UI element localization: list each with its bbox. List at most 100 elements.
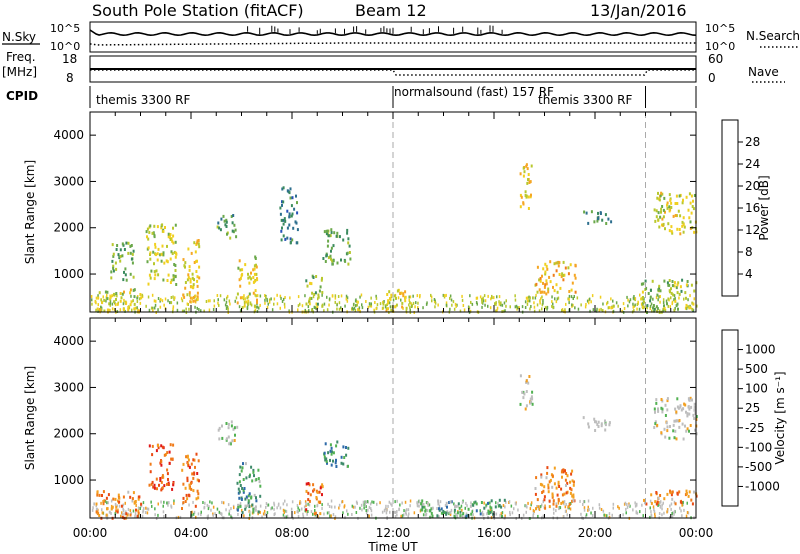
- scatter-cell: [469, 309, 472, 313]
- scatter-cell: [345, 446, 347, 449]
- scatter-cell: [112, 252, 115, 256]
- scatter-cell: [224, 223, 227, 227]
- scatter-cell: [460, 504, 463, 508]
- scatter-cell: [686, 511, 689, 514]
- scatter-cell: [481, 297, 483, 301]
- scatter-cell: [153, 233, 156, 237]
- scatter-cell: [552, 273, 555, 277]
- scatter-cell: [189, 481, 192, 485]
- scatter-cell: [666, 302, 668, 306]
- scatter-cell: [103, 309, 106, 313]
- scatter-cell: [297, 304, 300, 308]
- scatter-cell: [682, 437, 685, 441]
- scatter-cell: [572, 499, 575, 502]
- scatter-cell: [174, 275, 177, 279]
- scatter-cell: [162, 253, 165, 257]
- scatter-cell: [105, 299, 107, 303]
- scatter-cell: [222, 214, 225, 218]
- scatter-cell: [672, 423, 675, 427]
- scatter-cell: [585, 513, 588, 517]
- scatter-cell: [567, 297, 569, 301]
- scatter-cell: [282, 502, 285, 506]
- scatter-cell: [129, 291, 132, 295]
- scatter-cell: [421, 501, 423, 505]
- scatter-cell: [330, 514, 332, 518]
- scatter-cell: [668, 436, 671, 440]
- freq-tick-high: 18: [62, 52, 77, 66]
- scatter-cell: [430, 295, 433, 299]
- nave-label: Nave: [748, 65, 779, 79]
- scatter-cell: [326, 295, 328, 299]
- scatter-cell: [181, 309, 184, 313]
- scatter-cell: [307, 498, 310, 502]
- scatter-cell: [676, 302, 679, 306]
- scatter-cell: [217, 301, 219, 305]
- scatter-cell: [370, 507, 372, 511]
- scatter-cell: [212, 505, 215, 509]
- scatter-cell: [615, 301, 618, 305]
- scatter-cell: [185, 493, 188, 497]
- scatter-cell: [373, 308, 375, 312]
- scatter-cell: [318, 289, 321, 293]
- scatter-cell: [656, 500, 659, 504]
- scatter-cell: [461, 500, 464, 504]
- scatter-cell: [571, 499, 574, 503]
- x-tick-label: 00:00: [73, 526, 108, 540]
- scatter-cell: [375, 307, 377, 311]
- scatter-cell: [588, 301, 590, 305]
- scatter-cell: [678, 292, 681, 296]
- scatter-cell: [166, 244, 168, 248]
- cpid-panel: CPID themis 3300 RF normalsound (fast) 1…: [6, 85, 697, 108]
- scatter-cell: [117, 499, 119, 503]
- scatter-cell: [475, 296, 478, 300]
- scatter-cell: [465, 512, 468, 516]
- scatter-cell: [290, 507, 293, 511]
- scatter-cell: [623, 307, 626, 310]
- scatter-cell: [560, 487, 563, 491]
- scatter-cell: [523, 170, 526, 174]
- scatter-cell: [315, 496, 318, 499]
- scatter-cell: [422, 503, 425, 506]
- scatter-cell: [525, 510, 527, 514]
- scatter-cell: [634, 504, 637, 508]
- scatter-cell: [188, 486, 191, 490]
- scatter-cell: [108, 510, 111, 514]
- scatter-cell: [638, 307, 641, 311]
- scatter-cell: [685, 307, 688, 311]
- scatter-cell: [221, 500, 223, 504]
- scatter-cell: [107, 493, 110, 497]
- scatter-cell: [250, 465, 253, 469]
- scatter-cell: [688, 412, 691, 416]
- scatter-cell: [548, 275, 551, 279]
- scatter-cell: [127, 251, 130, 255]
- scatter-cell: [520, 195, 523, 199]
- scatter-cell: [116, 244, 119, 247]
- scatter-cell: [232, 427, 235, 431]
- scatter-cell: [531, 402, 534, 406]
- scatter-cell: [653, 510, 656, 514]
- scatter-cell: [390, 308, 393, 312]
- scatter-cell: [115, 248, 118, 251]
- scatter-cell: [668, 229, 671, 233]
- scatter-cell: [604, 213, 607, 217]
- scatter-cell: [667, 222, 670, 226]
- scatter-cell: [187, 464, 190, 468]
- scatter-cell: [522, 390, 525, 394]
- colorbar-tick-label: 16: [745, 201, 760, 215]
- scatter-cell: [253, 304, 256, 308]
- scatter-cell: [173, 298, 175, 301]
- scatter-cell: [409, 308, 411, 312]
- scatter-cell: [172, 295, 174, 299]
- scatter-cell: [422, 513, 425, 517]
- scatter-cell: [606, 302, 608, 306]
- scatter-cell: [660, 431, 663, 435]
- scatter-cell: [564, 266, 567, 270]
- scatter-cell: [647, 292, 650, 295]
- scatter-cell: [552, 507, 555, 511]
- scatter-cell: [689, 294, 691, 298]
- scatter-cell: [544, 283, 547, 287]
- scatter-cell: [312, 512, 314, 516]
- scatter-cell: [490, 499, 493, 503]
- scatter-cell: [223, 219, 226, 223]
- scatter-cell: [386, 293, 389, 296]
